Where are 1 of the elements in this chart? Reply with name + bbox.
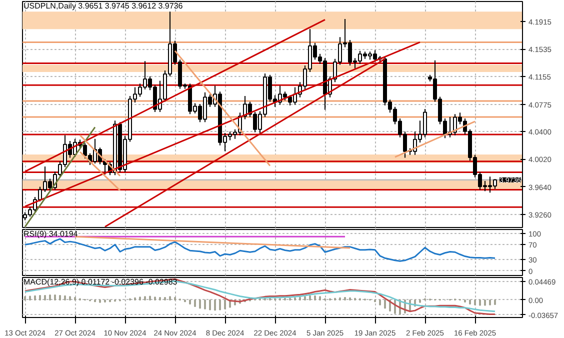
chart-title: USDPLN,Daily 3.9651 3.9745 3.9612 3.9736 [24, 2, 184, 10]
